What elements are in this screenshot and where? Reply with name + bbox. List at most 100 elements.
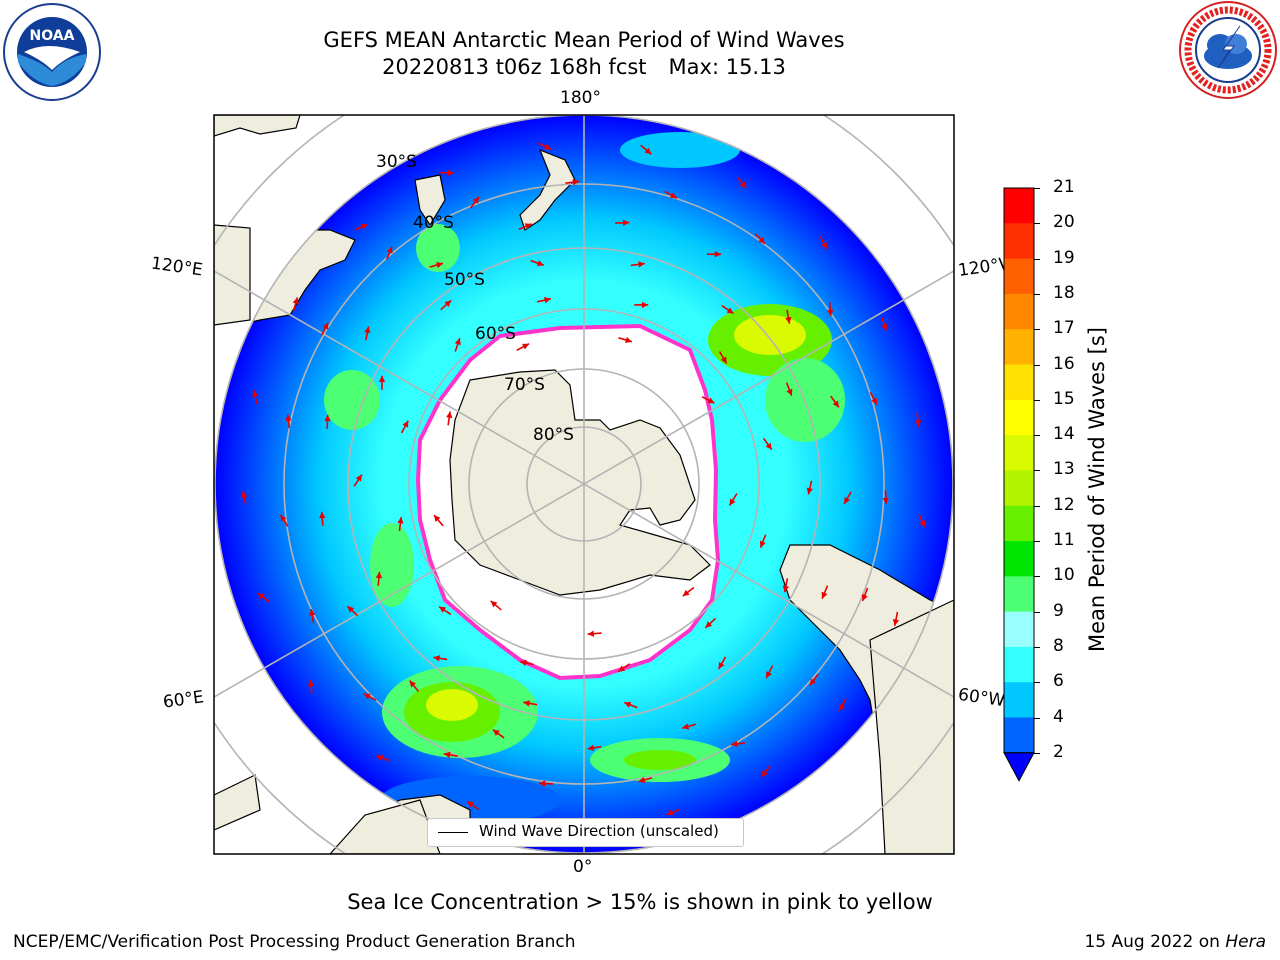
wave-direction-arrowhead	[319, 511, 326, 519]
wave-direction-arrowhead	[786, 388, 793, 396]
colorbar-tick-label: 21	[1053, 177, 1075, 197]
colorbar-tick-label: 16	[1053, 353, 1075, 374]
wave-direction-arrowhead	[285, 414, 292, 421]
wave-direction-arrowhead	[439, 606, 446, 613]
wave-direction-arrowhead	[765, 442, 772, 450]
footer-branch: NCEP/EMC/Verification Post Processing Pr…	[13, 932, 576, 952]
wave-direction-arrowhead	[720, 356, 727, 364]
wave-direction-arrowhead	[433, 655, 440, 662]
wave-direction-arrowhead	[821, 591, 828, 599]
wave-direction-arrowhead	[292, 297, 299, 305]
wave-direction-arrowhead	[386, 246, 393, 254]
legend-text: Wind Wave Direction (unscaled)	[479, 822, 719, 840]
wave-direction-arrowhead	[355, 474, 362, 482]
wave-direction-arrowhead	[682, 589, 690, 597]
colorbar-tick-label: 8	[1053, 635, 1064, 656]
wave-direction-arrowhead	[622, 219, 630, 226]
wave-direction-arrowhead	[363, 693, 371, 700]
colorbar-segment	[1004, 223, 1034, 260]
wave-direction-arrowhead	[861, 594, 868, 601]
wave-direction-arrowhead	[758, 236, 765, 244]
colorbar-segment	[1004, 470, 1034, 507]
colorbar-tick-mark	[1034, 505, 1040, 507]
wave-direction-arrowhead	[519, 659, 527, 667]
colorbar-tick-mark	[1034, 682, 1040, 684]
colorbar-segment	[1004, 293, 1034, 330]
wave-direction-arrowhead	[467, 801, 475, 808]
colorbar-segment	[1004, 646, 1034, 683]
wave-direction-arrowhead	[536, 260, 544, 267]
wave-direction-arrowhead	[782, 585, 789, 593]
colorbar-tick-mark	[1034, 611, 1040, 613]
colorbar-tick-mark	[1034, 541, 1040, 542]
colorbar-tick-mark	[1034, 470, 1040, 472]
wave-direction-arrowhead	[726, 307, 734, 314]
wave-direction-arrowhead	[644, 147, 652, 155]
wave-direction-arrowhead	[871, 397, 877, 405]
lat-label-30s: 30°S	[376, 152, 417, 172]
wave-direction-arrowhead	[378, 375, 386, 382]
wave-direction-arrowhead	[447, 169, 454, 177]
colorbar-under-arrow	[1003, 752, 1035, 782]
lon-label-0: 0°	[573, 857, 593, 877]
colorbar-tick-label: 19	[1053, 247, 1075, 268]
wave-direction-arrowhead	[241, 491, 248, 498]
colorbar-tick-mark	[1034, 752, 1040, 754]
wave-direction-arrowhead	[881, 323, 888, 331]
wave-direction-arrowhead	[759, 540, 766, 548]
wave-direction-arrowhead	[682, 723, 690, 730]
wave-direction-arrowhead	[666, 809, 674, 816]
wave-direction-arrowhead	[844, 497, 851, 505]
colorbar-tick-mark	[1034, 717, 1040, 719]
wave-direction-arrowhead	[618, 665, 626, 672]
sea-ice-caption: Sea Ice Concentration > 15% is shown in …	[347, 890, 933, 914]
colorbar-segment	[1004, 329, 1034, 365]
wave-direction-arrowhead	[838, 703, 845, 711]
wave-direction-arrowhead	[444, 300, 452, 307]
wave-direction-arrowhead	[347, 606, 355, 613]
graticule	[214, 115, 954, 854]
map-legend: Wind Wave Direction (unscaled)	[427, 818, 744, 847]
wave-direction-arrowhead	[587, 744, 595, 752]
colorbar-segment	[1004, 541, 1034, 577]
wave-direction-arrowhead	[524, 223, 532, 230]
wave-direction-arrowhead	[443, 751, 451, 758]
wave-direction-arrowhead	[544, 297, 551, 304]
legend-line-sample	[438, 832, 468, 833]
wave-direction-arrowhead	[624, 701, 632, 708]
colorbar-segment	[1004, 399, 1034, 436]
wave-direction-arrowhead	[821, 241, 827, 249]
colorbar-segment	[1004, 505, 1034, 542]
colorbar-tick-label: 20	[1053, 212, 1075, 233]
new-zealand	[519, 148, 576, 231]
colorbar-segment	[1004, 435, 1034, 471]
wave-direction-arrowhead	[761, 769, 768, 777]
wave-direction-arrowhead	[280, 514, 287, 522]
colorbar-tick-label: 17	[1053, 318, 1075, 339]
lat-label-80s: 80°S	[533, 425, 574, 445]
wave-direction-arrowhead	[809, 678, 817, 686]
lat-label-50s: 50°S	[444, 270, 485, 290]
colorbar-tick-mark	[1034, 576, 1040, 578]
wave-direction-arrowhead	[669, 192, 677, 199]
wave-direction-arrowhead	[625, 336, 632, 344]
colorbar-label: Mean Period of Wind Waves [s]	[1085, 327, 1109, 652]
wave-direction-arrowhead	[402, 420, 409, 428]
footer-date: 15 Aug 2022 on Hera	[1084, 932, 1266, 952]
wave-direction-arrowhead	[522, 343, 530, 350]
colorbar-tick-label: 13	[1053, 459, 1075, 480]
colorbar-segment	[1004, 717, 1034, 754]
wave-direction-arrowhead	[638, 261, 645, 268]
wave-direction-arrowhead	[322, 322, 329, 330]
colorbar-segment	[1004, 188, 1034, 224]
colorbar-tick-label: 9	[1053, 600, 1064, 621]
colorbar-segment	[1004, 364, 1034, 401]
colorbar-segment	[1004, 611, 1034, 648]
wave-direction-arrowhead	[785, 316, 792, 324]
wave-direction-arrowhead	[307, 679, 315, 687]
nws-logo	[1179, 1, 1277, 99]
footer-machine: Hera	[1225, 932, 1266, 952]
run-info: 20220813 t06z 168h fcst	[382, 55, 647, 79]
wave-direction-arrowhead	[436, 261, 443, 269]
wind-wave-arrows	[241, 142, 926, 827]
